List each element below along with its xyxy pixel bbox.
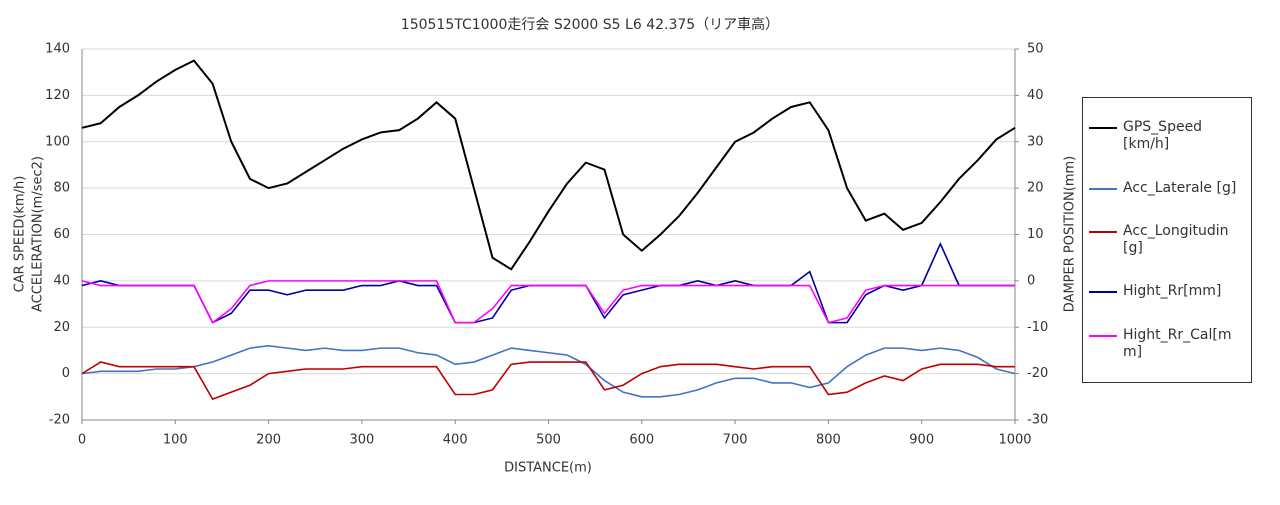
y-tick-label: 120 xyxy=(45,88,70,103)
x-tick-label: 800 xyxy=(816,433,841,448)
series-line xyxy=(81,280,1015,324)
legend-label: Hight_Rr[mm] xyxy=(1123,283,1222,300)
x-tick-label: 700 xyxy=(723,433,748,448)
series-line xyxy=(81,59,1016,271)
chart-title: 150515TC1000走行会 S2000 S5 L6 42.375（リア車高） xyxy=(401,16,779,33)
y2-tick-label: -10 xyxy=(1027,320,1048,335)
y-tick-label: 60 xyxy=(53,227,70,242)
y-tick-label: 40 xyxy=(53,273,70,288)
legend-swatch xyxy=(1089,127,1117,130)
y2-tick-label: 40 xyxy=(1027,88,1044,103)
x-axis-title: DISTANCE(m) xyxy=(504,461,592,476)
y2-tick-label: 30 xyxy=(1027,134,1044,149)
y2-tick-label: 50 xyxy=(1027,42,1044,57)
legend-label: GPS_Speed [km/h] xyxy=(1123,119,1203,153)
y2-tick-label: -20 xyxy=(1027,366,1048,381)
legend-swatch xyxy=(1089,230,1117,233)
series-line xyxy=(81,241,1015,324)
y-axis-title: CAR SPEED(km/h) xyxy=(13,176,28,293)
x-tick-label: 200 xyxy=(256,433,281,448)
x-tick-label: 400 xyxy=(443,433,468,448)
legend-swatch xyxy=(1089,291,1117,294)
series-line xyxy=(81,361,1015,401)
x-tick-label: 500 xyxy=(536,433,561,448)
legend-swatch xyxy=(1089,187,1117,190)
y-tick-label: 140 xyxy=(45,42,70,57)
series-line xyxy=(81,344,1016,398)
legend-entry: Hight_Rr_Cal[mm] xyxy=(1089,327,1245,361)
x-tick-label: 900 xyxy=(909,433,934,448)
y-axis-title: ACCELERATION(m/sec2) xyxy=(31,156,46,312)
y-tick-label: -20 xyxy=(49,413,70,428)
y-tick-label: 100 xyxy=(45,134,70,149)
legend-label: Hight_Rr_Cal[mm] xyxy=(1123,326,1232,360)
legend-entry: Acc_Longitudin [g] xyxy=(1089,223,1245,257)
x-tick-label: 600 xyxy=(629,433,654,448)
legend-label: Acc_Longitudin [g] xyxy=(1123,222,1229,256)
y2-axis-title: DAMPER POSITION(mm) xyxy=(1063,156,1078,312)
legend-entry: Hight_Rr[mm] xyxy=(1089,283,1245,300)
legend-swatch xyxy=(1089,334,1117,337)
legend-entry: Acc_Laterale [g] xyxy=(1089,180,1245,197)
y2-tick-label: 0 xyxy=(1027,273,1035,288)
legend-entry: GPS_Speed [km/h] xyxy=(1089,119,1245,153)
legend-label: Acc_Laterale [g] xyxy=(1123,179,1237,196)
y-tick-label: 20 xyxy=(53,320,70,335)
y-tick-label: 80 xyxy=(53,181,70,196)
x-tick-label: 0 xyxy=(78,433,86,448)
y2-tick-label: -30 xyxy=(1027,413,1048,428)
x-tick-label: 100 xyxy=(163,433,188,448)
y2-tick-label: 10 xyxy=(1027,227,1044,242)
x-tick-label: 1000 xyxy=(998,433,1031,448)
y2-tick-label: 20 xyxy=(1027,181,1044,196)
legend: GPS_Speed [km/h] Acc_Laterale [g] Acc_Long… xyxy=(1082,97,1252,383)
y-tick-label: 0 xyxy=(62,366,70,381)
x-tick-label: 300 xyxy=(349,433,374,448)
